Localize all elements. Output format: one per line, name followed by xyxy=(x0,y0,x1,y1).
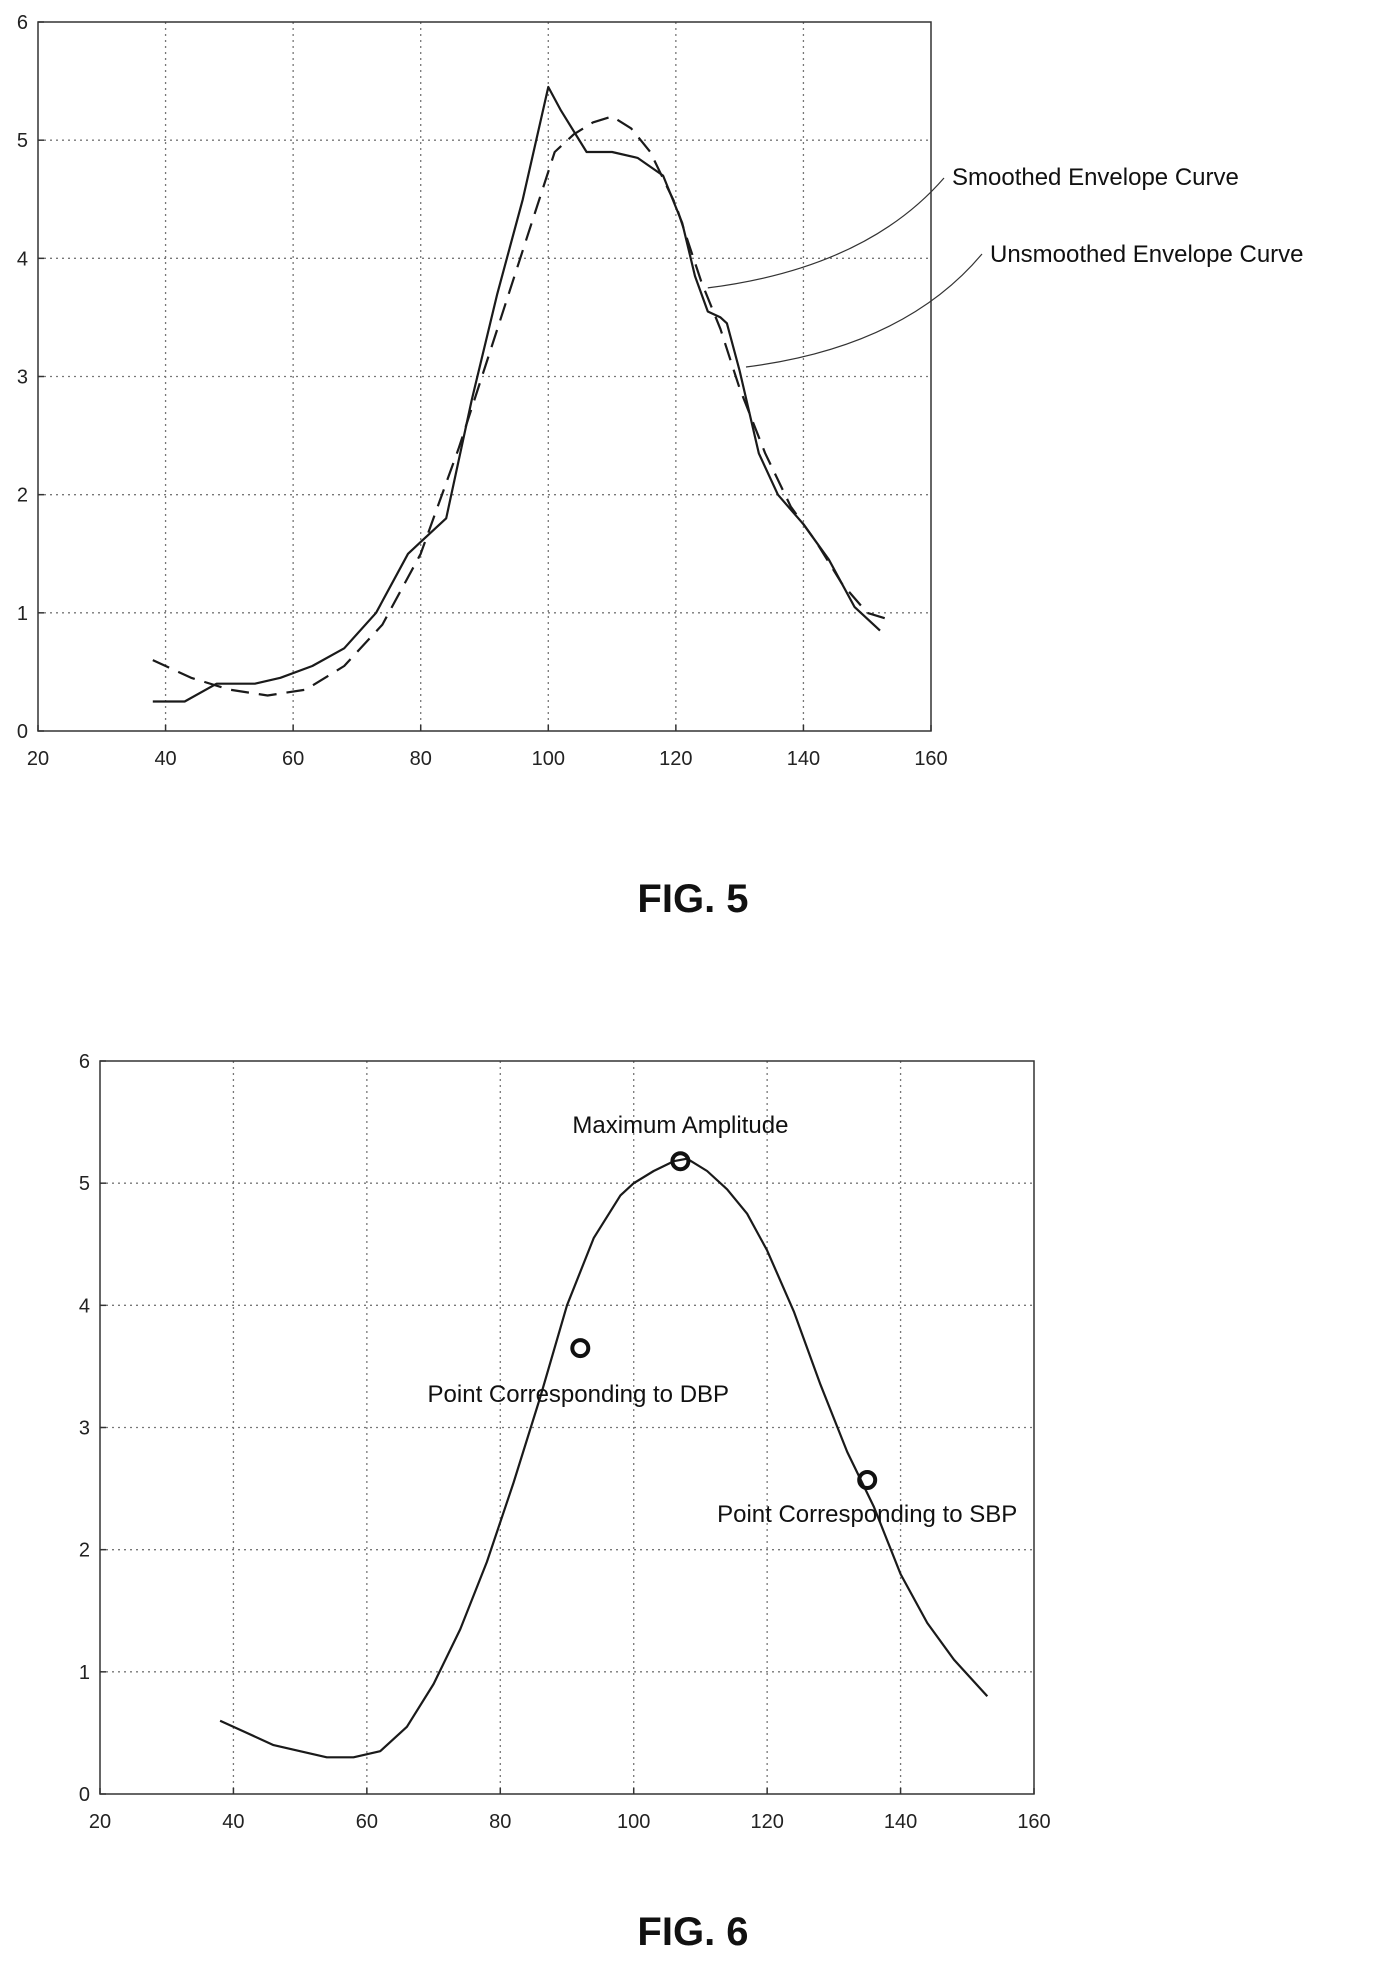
fig6-grid xyxy=(100,1061,1034,1794)
fig6-caption: FIG. 6 xyxy=(637,1910,748,1954)
dbp-point-marker xyxy=(570,1338,591,1359)
fig6-ticks: 20 40 60 80 100 120 140 160 0 1 2 3 4 5 6 xyxy=(79,1051,1051,1833)
fig6-markers: Maximum Amplitude Point Corresponding to… xyxy=(428,1112,1018,1528)
y-tick-label: 6 xyxy=(17,12,28,34)
x-tick-label: 120 xyxy=(750,1811,783,1833)
y-tick-label: 4 xyxy=(17,248,28,270)
smoothed-curve-annotation: Smoothed Envelope Curve xyxy=(952,164,1239,191)
fig5-grid xyxy=(38,22,931,731)
y-tick-label: 3 xyxy=(79,1418,90,1440)
sbp-point-label: Point Corresponding to SBP xyxy=(717,1501,1017,1528)
fig6-series xyxy=(219,1157,989,1759)
x-tick-label: 140 xyxy=(884,1811,917,1833)
x-tick-label: 80 xyxy=(410,748,432,770)
y-tick-label: 3 xyxy=(17,367,28,389)
x-tick-label: 60 xyxy=(356,1811,378,1833)
fig5-annotations: Smoothed Envelope Curve Unsmoothed Envel… xyxy=(707,164,1304,368)
y-tick-label: 0 xyxy=(17,721,28,743)
x-tick-label: 100 xyxy=(617,1811,650,1833)
x-tick-label: 80 xyxy=(489,1811,511,1833)
smoothed-curve-leader-line xyxy=(707,177,945,289)
x-tick-label: 100 xyxy=(532,748,565,770)
fig5-series xyxy=(152,85,887,703)
x-tick-label: 160 xyxy=(914,748,947,770)
sbp-point-marker xyxy=(857,1470,878,1490)
y-tick-label: 2 xyxy=(79,1540,90,1562)
y-tick-label: 0 xyxy=(79,1784,90,1806)
y-tick-label: 5 xyxy=(79,1173,90,1195)
y-tick-label: 1 xyxy=(17,603,28,625)
x-tick-label: 60 xyxy=(282,748,304,770)
unsmoothed-curve-line xyxy=(152,85,881,703)
fig6-chart: 20 40 60 80 100 120 140 160 0 1 2 3 4 5 6 Maximum Ampl… xyxy=(79,1051,1051,1954)
y-tick-label: 5 xyxy=(17,130,28,152)
x-tick-label: 160 xyxy=(1017,1811,1050,1833)
fig5-ticks: 20 40 60 80 100 120 140 160 0 1 2 3 4 5 6 xyxy=(17,12,948,770)
fig5-caption: FIG. 5 xyxy=(637,877,748,921)
x-tick-label: 40 xyxy=(222,1811,244,1833)
unsmoothed-curve-leader-line xyxy=(745,253,983,368)
x-tick-label: 20 xyxy=(27,748,49,770)
x-tick-label: 140 xyxy=(787,748,820,770)
envelope-curve-line xyxy=(219,1157,989,1759)
smoothed-curve-line xyxy=(152,115,887,697)
x-tick-label: 120 xyxy=(659,748,692,770)
x-tick-label: 40 xyxy=(154,748,176,770)
y-tick-label: 4 xyxy=(79,1295,90,1317)
y-tick-label: 6 xyxy=(79,1051,90,1073)
max-amplitude-marker xyxy=(670,1151,691,1172)
y-tick-label: 1 xyxy=(79,1662,90,1684)
dbp-point-label: Point Corresponding to DBP xyxy=(428,1381,730,1408)
x-tick-label: 20 xyxy=(89,1811,111,1833)
fig5-chart: 20 40 60 80 100 120 140 160 0 1 2 3 4 5 6 Smoothed Env… xyxy=(17,12,1304,921)
y-tick-label: 2 xyxy=(17,485,28,507)
max-amplitude-label: Maximum Amplitude xyxy=(572,1112,788,1139)
unsmoothed-curve-annotation: Unsmoothed Envelope Curve xyxy=(990,241,1304,268)
